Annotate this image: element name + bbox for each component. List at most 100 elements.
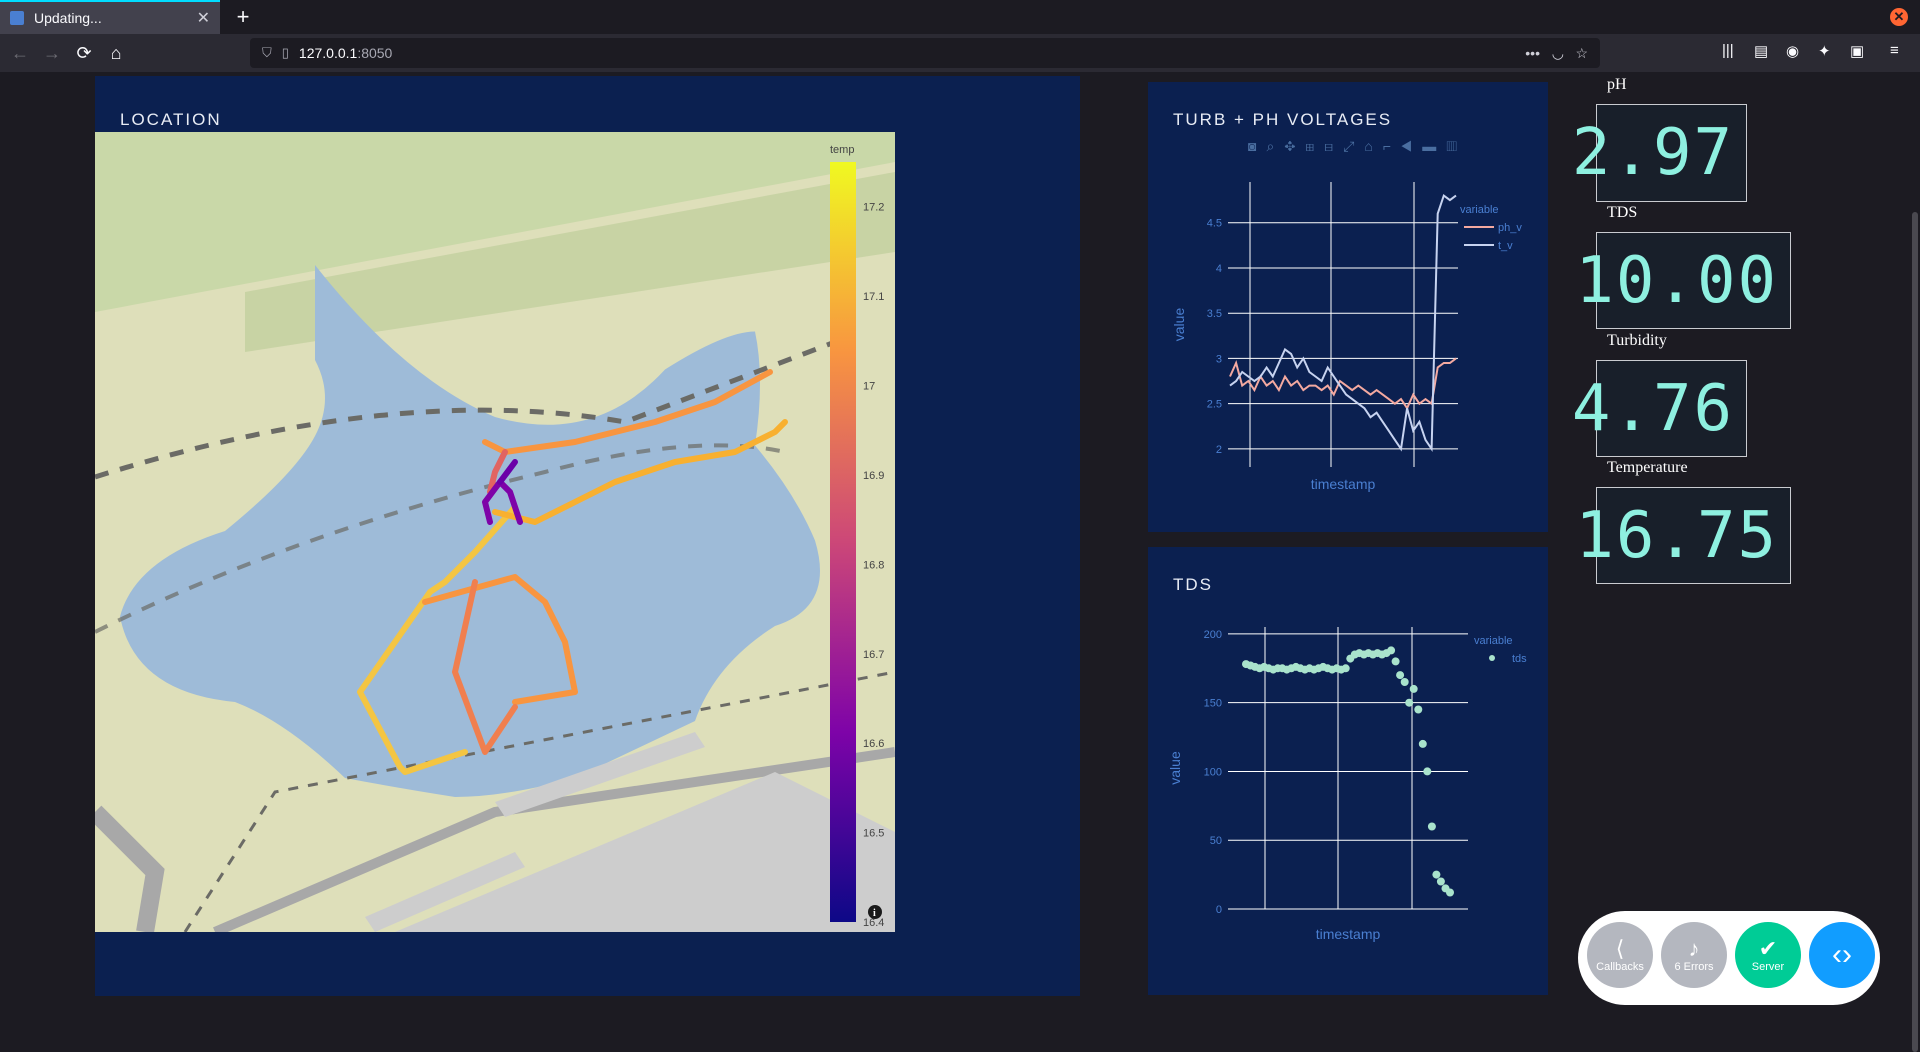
server-button[interactable]: ✔ Server xyxy=(1735,922,1801,988)
favicon-icon xyxy=(10,11,24,25)
zoom-out-icon[interactable]: ⊟ xyxy=(1324,138,1344,154)
home-icon[interactable]: ⌂ xyxy=(110,43,122,63)
colorbar-title: temp xyxy=(830,144,854,156)
y-tick-label: 200 xyxy=(1204,629,1222,641)
page-icon: ▯ xyxy=(281,45,289,60)
y-tick-label: 3.5 xyxy=(1207,308,1222,320)
y-tick-label: 3 xyxy=(1216,353,1222,365)
reset-icon[interactable]: ⌂ xyxy=(1364,138,1383,154)
location-title: LOCATION xyxy=(120,110,222,129)
account-icon[interactable]: ◉ xyxy=(1786,43,1800,60)
window-close-button[interactable]: ✕ xyxy=(1890,8,1908,26)
location-panel: LOCATION xyxy=(95,76,1080,996)
code-button[interactable]: ‹› xyxy=(1809,922,1875,988)
y-tick-label: 2 xyxy=(1216,444,1222,456)
y-axis-label: value xyxy=(1171,308,1187,342)
zoom-icon[interactable]: ⌕ xyxy=(1266,138,1285,154)
callbacks-label: Callbacks xyxy=(1596,961,1644,973)
y-tick-label: 0 xyxy=(1216,904,1222,916)
legend-title: variable xyxy=(1460,204,1499,216)
y-tick-label: 150 xyxy=(1204,698,1222,710)
y-tick-label: 100 xyxy=(1204,766,1222,778)
data-point xyxy=(1405,698,1414,707)
autoscale-icon[interactable]: ⤢ xyxy=(1343,138,1365,154)
svg-text:i: i xyxy=(873,908,876,919)
data-point xyxy=(1341,664,1350,673)
tds-title: TDS xyxy=(1173,575,1213,594)
colorbar-tick-label: 16.4 xyxy=(863,917,884,929)
hover-closest-icon[interactable]: ◀ xyxy=(1401,138,1423,154)
road-2 xyxy=(213,747,895,932)
footpath xyxy=(95,339,836,480)
page-content: LOCATION xyxy=(0,72,1920,1052)
hover-compare-icon[interactable]: ▬ xyxy=(1422,138,1447,154)
code-icon: ‹› xyxy=(1832,938,1852,971)
tds-label: TDS xyxy=(1607,204,1638,221)
lake-shape xyxy=(120,265,820,798)
sidebar-icon[interactable]: ▤ xyxy=(1754,43,1769,60)
location-map[interactable]: temp 17.217.11716.916.816.716.616.516.4 … xyxy=(95,132,895,932)
legend-item: t_v xyxy=(1498,240,1513,252)
data-point xyxy=(1423,767,1432,776)
new-tab-button[interactable]: + xyxy=(236,4,250,29)
browser-tab[interactable]: Updating... ✕ xyxy=(0,0,220,34)
legend-item: ph_v xyxy=(1498,222,1522,234)
close-tab-icon[interactable]: ✕ xyxy=(196,10,210,27)
y-axis-label: value xyxy=(1167,751,1183,785)
y-tick-label: 50 xyxy=(1210,835,1222,847)
server-label: Server xyxy=(1751,961,1785,973)
colorbar-tick-label: 16.6 xyxy=(863,738,884,750)
callbacks-button[interactable]: ⟨ Callbacks xyxy=(1587,922,1653,988)
legend-swatch xyxy=(1489,655,1495,661)
data-point xyxy=(1427,822,1436,831)
url-bar[interactable]: ⛉ ▯ 127.0.0.1 :8050 ••• ◡ ☆ xyxy=(250,38,1600,68)
pocket-icon[interactable]: ◡ xyxy=(1551,44,1564,61)
colorbar-ticks: 17.2 17.1 17 16.9 16.8 16.7 16.6 16.5 16.4 xyxy=(863,202,884,929)
colorbar-tick-label: 16.8 xyxy=(863,559,884,571)
dash-devtools: ⟨ Callbacks ♪ 6 Errors ✔ Server ‹› xyxy=(1578,911,1880,1005)
browser-chrome: Updating... ✕ + ✕ ← → ⟳ ⌂ ⛉ ▯ 127.0.0.1 … xyxy=(0,0,1920,72)
temperature-label: Temperature xyxy=(1607,459,1688,476)
url-port: :8050 xyxy=(357,45,393,61)
spike-icon[interactable]: ⌐ xyxy=(1382,138,1402,154)
turbidity-label: Turbidity xyxy=(1607,332,1667,349)
info-icon[interactable] xyxy=(868,905,882,919)
nav-bar: ← → ⟳ ⌂ ⛉ ▯ 127.0.0.1 :8050 ••• ◡ ☆ ||| … xyxy=(0,34,1920,72)
data-point xyxy=(1400,678,1409,686)
menu-icon[interactable]: ≡ xyxy=(1890,42,1899,59)
series-line-ph_v xyxy=(1229,357,1457,411)
extension-icon[interactable]: ✦ xyxy=(1818,43,1831,60)
trees-area xyxy=(245,172,895,352)
colorbar-tick-label: 17.2 xyxy=(863,202,884,214)
tds-panel: TDS 200 150 100 50 0 timestamp value variable td… xyxy=(1148,547,1548,995)
gps-track xyxy=(357,369,788,775)
turb-ph-chart[interactable]: 4.5 4 3.5 3 2.5 2 timestamp value variable ph_v t_… xyxy=(1148,82,1548,532)
plotly-logo-icon[interactable]: ▥ xyxy=(1446,138,1467,154)
check-icon: ✔ xyxy=(1758,936,1778,961)
data-point xyxy=(1446,888,1454,897)
footpath-3 xyxy=(183,670,895,932)
y-tick-label: 4 xyxy=(1216,263,1222,275)
extension2-icon[interactable]: ▣ xyxy=(1850,43,1865,60)
ph-label: pH xyxy=(1607,76,1627,93)
scrollbar[interactable] xyxy=(1912,212,1918,1052)
turbidity-display: 4.76 xyxy=(1572,360,1747,457)
errors-label: 6 Errors xyxy=(1674,961,1714,973)
errors-button[interactable]: ♪ 6 Errors xyxy=(1661,922,1727,988)
data-point xyxy=(1432,870,1441,879)
pan-icon[interactable]: ✥ xyxy=(1284,138,1306,154)
modebar[interactable]: ◙⌕✥⊞⊟⤢⌂⌐◀▬▥ xyxy=(1248,138,1467,155)
more-icon[interactable]: ••• xyxy=(1525,45,1540,61)
series-line-t_v xyxy=(1229,193,1457,453)
tab-strip: Updating... ✕ + ✕ xyxy=(0,0,1920,34)
reload-icon[interactable]: ⟳ xyxy=(76,43,92,63)
zoom-in-icon[interactable]: ⊞ xyxy=(1305,138,1325,154)
back-icon[interactable]: ← xyxy=(11,43,29,63)
bookmark-star-icon[interactable]: ☆ xyxy=(1575,44,1588,61)
camera-icon[interactable]: ◙ xyxy=(1248,138,1267,154)
forward-icon[interactable]: → xyxy=(43,43,61,63)
tds-chart[interactable]: 200 150 100 50 0 timestamp value variable tds xyxy=(1148,547,1548,995)
colorbar-tick-label: 16.5 xyxy=(863,828,884,840)
data-point xyxy=(1391,657,1400,666)
library-icon[interactable]: ||| xyxy=(1722,42,1734,59)
